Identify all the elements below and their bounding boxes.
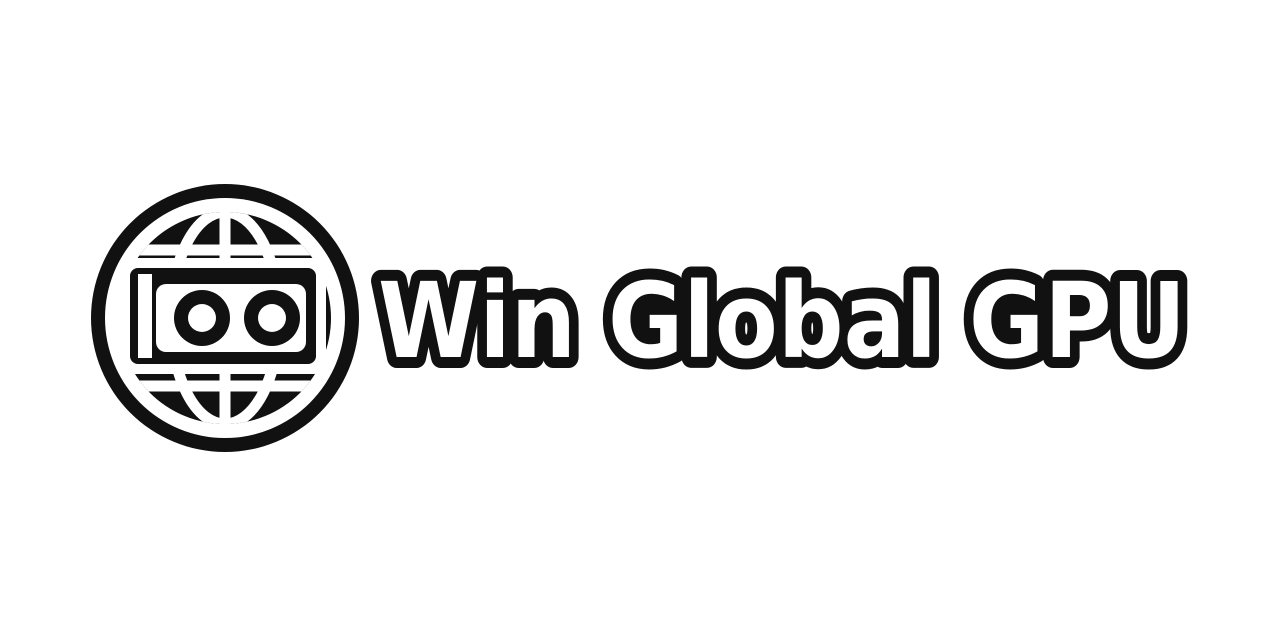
gpu-card-icon [118,258,326,374]
globe-gpu-icon [91,184,359,452]
brand-name: Win Global GPU [378,260,1186,382]
